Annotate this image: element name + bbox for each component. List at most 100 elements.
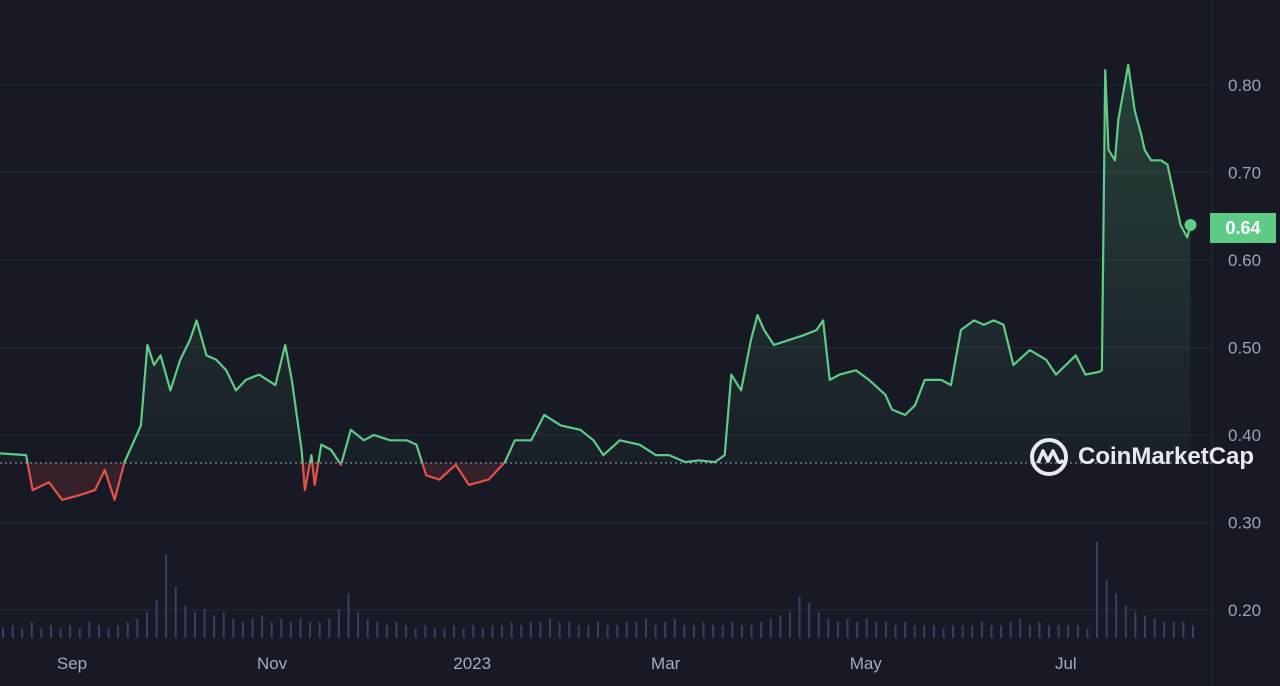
volume-bar	[97, 625, 100, 638]
volume-bar	[692, 625, 695, 638]
volume-bar	[136, 618, 139, 638]
volume-bar	[856, 622, 859, 638]
y-tick-label: 0.50	[1228, 339, 1261, 358]
volume-bar	[1000, 625, 1003, 638]
volume-bar	[558, 622, 561, 638]
volume-bar	[568, 622, 571, 638]
volume-bar	[491, 625, 494, 638]
volume-bar	[1096, 542, 1099, 638]
volume-bar	[289, 622, 292, 638]
volume-bar	[520, 625, 523, 638]
volume-bar	[731, 622, 734, 638]
volume-bar	[1172, 622, 1175, 638]
volume-bar	[817, 612, 820, 638]
volume-bar	[904, 622, 907, 638]
volume-bar	[846, 618, 849, 638]
y-axis: 0.20 0.30 0.40 0.50 0.60 0.70 0.80	[1228, 76, 1261, 620]
watermark-text: CoinMarketCap	[1078, 443, 1255, 470]
volume-bar	[625, 622, 628, 638]
volume-bar	[165, 554, 168, 638]
volume-bar	[932, 625, 935, 638]
volume-bar	[424, 625, 427, 638]
volume-bars	[2, 542, 1194, 638]
volume-bar	[501, 625, 504, 638]
volume-bar	[1057, 625, 1060, 638]
x-axis: Sep Nov 2023 Mar May Jul	[57, 654, 1077, 673]
volume-bar	[712, 625, 715, 638]
volume-bar	[69, 625, 72, 638]
volume-bar	[193, 612, 196, 638]
volume-bar	[222, 612, 225, 638]
volume-bar	[309, 622, 312, 638]
volume-bar	[606, 625, 609, 638]
volume-bar	[1105, 580, 1108, 638]
area-below-fill	[0, 463, 1191, 500]
volume-bar	[1009, 622, 1012, 638]
volume-bar	[1028, 625, 1031, 638]
volume-bar	[1153, 618, 1156, 638]
volume-bar	[30, 622, 33, 638]
volume-bar	[213, 615, 216, 638]
volume-bar	[395, 622, 398, 638]
volume-bar	[597, 622, 599, 638]
volume-bar	[376, 622, 379, 638]
y-tick-label: 0.60	[1228, 251, 1261, 270]
volume-bar	[1067, 625, 1070, 638]
area-above-fill	[0, 64, 1191, 463]
volume-bar	[299, 618, 302, 638]
x-tick-label: May	[850, 654, 883, 673]
y-tick-label: 0.70	[1228, 164, 1261, 183]
volume-bar	[280, 618, 283, 638]
volume-bar	[385, 625, 388, 638]
volume-bar	[952, 625, 955, 638]
volume-bar	[635, 622, 638, 638]
volume-bar	[405, 625, 408, 638]
volume-bar	[510, 622, 513, 638]
volume-bar	[481, 628, 484, 638]
volume-bar	[990, 625, 993, 638]
volume-bar	[654, 625, 657, 638]
volume-bar	[1124, 606, 1127, 638]
volume-bar	[750, 625, 753, 638]
volume-bar	[1182, 622, 1185, 638]
gridlines	[0, 84, 1212, 611]
volume-bar	[414, 628, 417, 638]
volume-bar	[702, 622, 705, 638]
volume-bar	[366, 618, 369, 638]
volume-bar	[779, 615, 782, 638]
volume-bar	[740, 625, 743, 638]
volume-bar	[808, 602, 811, 638]
x-tick-label: Jul	[1055, 654, 1077, 673]
volume-bar	[443, 628, 446, 638]
y-tick-label: 0.80	[1228, 76, 1261, 95]
volume-bar	[145, 612, 148, 638]
x-tick-label: 2023	[453, 654, 491, 673]
volume-bar	[664, 622, 667, 638]
volume-bar	[1038, 622, 1041, 638]
volume-bar	[126, 622, 129, 638]
volume-bar	[357, 612, 360, 638]
volume-bar	[529, 622, 532, 638]
volume-bar	[318, 622, 321, 638]
volume-bar	[347, 593, 350, 638]
y-tick-label: 0.20	[1228, 601, 1261, 620]
volume-bar	[203, 609, 206, 638]
volume-bar	[760, 622, 763, 638]
volume-bar	[587, 625, 590, 638]
volume-bar	[88, 622, 91, 638]
volume-bar	[155, 599, 158, 638]
volume-bar	[1144, 615, 1147, 638]
volume-bar	[971, 625, 974, 638]
volume-bar	[980, 622, 983, 638]
y-tick-label: 0.40	[1228, 426, 1261, 445]
volume-bar	[961, 625, 964, 638]
current-price-badge: 0.64	[1210, 213, 1276, 243]
volume-bar	[721, 625, 724, 638]
volume-bar	[40, 628, 43, 638]
x-tick-label: Mar	[651, 654, 681, 673]
volume-bar	[107, 628, 110, 638]
volume-bar	[453, 625, 456, 638]
volume-bar	[788, 612, 791, 638]
y-tick-label: 0.30	[1228, 514, 1261, 533]
